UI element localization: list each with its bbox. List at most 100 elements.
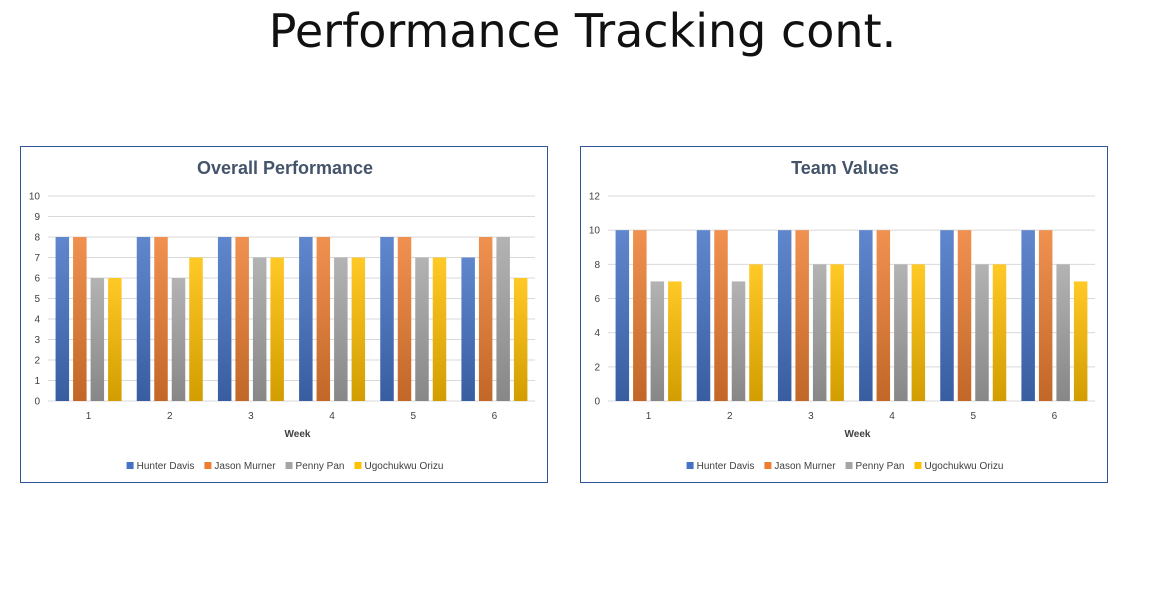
bar-ugochukwu-orizu-week-2 [749, 264, 763, 401]
bar-penny-pan-week-6 [496, 237, 510, 401]
bar-ugochukwu-orizu-week-4 [351, 257, 366, 401]
x-tick-label: 6 [1052, 411, 1058, 422]
bar-jason-murner-week-1 [633, 230, 647, 401]
bar-hunter-davis-week-1 [615, 230, 630, 401]
legend-swatch [845, 462, 853, 469]
overall-performance-chart: Overall Performance 0 1 2 3 4 5 6 7 8 9 10 1 2 3 4 5 6 Wee… [20, 146, 548, 483]
y-tick-label: 2 [34, 356, 40, 367]
x-tick-label: 5 [970, 411, 976, 422]
y-tick-label: 7 [34, 253, 40, 264]
x-tick-label: 2 [167, 411, 173, 422]
x-axis-title: Week [285, 429, 311, 440]
x-tick-label: 3 [248, 411, 254, 422]
legend-label: Jason Murner [774, 461, 836, 472]
legend-swatch [914, 462, 922, 469]
y-tick-label: 10 [589, 226, 601, 237]
y-tick-label: 6 [34, 274, 40, 285]
x-tick-label: 4 [329, 411, 335, 422]
legend-label: Hunter Davis [697, 461, 755, 472]
x-tick-label: 2 [727, 411, 733, 422]
bar-penny-pan-week-2 [171, 278, 186, 401]
bar-hunter-davis-week-1 [55, 237, 70, 401]
bar-penny-pan-week-6 [1056, 264, 1070, 401]
bar-ugochukwu-orizu-week-5 [432, 257, 447, 401]
legend-label: Hunter Davis [137, 461, 195, 472]
bar-jason-murner-week-4 [316, 237, 331, 401]
bar-penny-pan-week-3 [812, 264, 827, 401]
bar-ugochukwu-orizu-week-1 [668, 281, 682, 401]
x-tick-label: 1 [646, 411, 652, 422]
bar-hunter-davis-week-3 [217, 237, 232, 401]
y-tick-label: 9 [34, 212, 40, 223]
bar-penny-pan-week-5 [415, 257, 429, 401]
bar-penny-pan-week-4 [334, 257, 348, 401]
bar-penny-pan-week-1 [650, 281, 665, 401]
bar-penny-pan-week-1 [90, 278, 105, 401]
legend-label: Penny Pan [856, 461, 905, 472]
bar-jason-murner-week-5 [397, 237, 412, 401]
bar-jason-murner-week-2 [714, 230, 728, 401]
legend-swatch [686, 462, 694, 469]
y-tick-label: 10 [29, 192, 41, 203]
legend-swatch [764, 462, 772, 469]
bar-jason-murner-week-3 [235, 237, 249, 401]
bar-penny-pan-week-2 [731, 281, 746, 401]
bar-hunter-davis-week-2 [136, 237, 151, 401]
x-tick-label: 1 [86, 411, 92, 422]
y-tick-label: 5 [34, 294, 40, 305]
x-tick-label: 6 [492, 411, 498, 422]
bar-ugochukwu-orizu-week-2 [189, 257, 203, 401]
bar-hunter-davis-week-4 [299, 237, 313, 401]
chart-svg: Overall Performance 0 1 2 3 4 5 6 7 8 9 10 1 2 3 4 5 6 Wee… [29, 158, 535, 472]
bar-jason-murner-week-6 [1038, 230, 1053, 401]
x-axis-title: Week [845, 429, 871, 440]
y-tick-label: 4 [34, 315, 40, 326]
bar-jason-murner-week-3 [795, 230, 809, 401]
legend-swatch [204, 462, 212, 469]
y-tick-label: 2 [594, 362, 600, 373]
bar-penny-pan-week-4 [894, 264, 908, 401]
y-tick-label: 12 [589, 192, 601, 203]
bar-hunter-davis-week-5 [940, 230, 954, 401]
bar-ugochukwu-orizu-week-3 [830, 264, 844, 401]
y-tick-label: 6 [594, 294, 600, 305]
legend-swatch [126, 462, 134, 469]
bar-hunter-davis-week-3 [777, 230, 792, 401]
bar-ugochukwu-orizu-week-3 [270, 257, 284, 401]
bar-ugochukwu-orizu-week-5 [992, 264, 1007, 401]
y-tick-label: 0 [594, 397, 600, 408]
bar-ugochukwu-orizu-week-4 [911, 264, 926, 401]
bar-hunter-davis-week-6 [461, 257, 475, 401]
y-tick-label: 4 [594, 328, 600, 339]
y-tick-label: 8 [34, 233, 40, 244]
team-values-chart: Team Values 0 2 4 6 8 10 12 1 2 3 4 5 6 Week Hunter Dav… [580, 146, 1108, 483]
bar-jason-murner-week-6 [478, 237, 493, 401]
y-tick-label: 3 [34, 335, 40, 346]
bar-jason-murner-week-4 [876, 230, 891, 401]
bar-ugochukwu-orizu-week-6 [1073, 281, 1088, 401]
legend: Hunter Davis Jason Murner Penny Pan Ugochuk… [126, 461, 443, 472]
y-tick-label: 8 [594, 260, 600, 271]
legend-label: Jason Murner [214, 461, 276, 472]
legend-label: Ugochukwu Orizu [364, 461, 443, 472]
x-tick-label: 3 [808, 411, 814, 422]
y-tick-label: 1 [34, 376, 40, 387]
bar-penny-pan-week-5 [975, 264, 989, 401]
bar-ugochukwu-orizu-week-1 [108, 278, 122, 401]
y-tick-label: 0 [34, 397, 40, 408]
bar-jason-murner-week-1 [73, 237, 87, 401]
legend-label: Penny Pan [296, 461, 345, 472]
x-tick-label: 4 [889, 411, 895, 422]
legend-swatch [285, 462, 293, 469]
legend-label: Ugochukwu Orizu [924, 461, 1003, 472]
bar-hunter-davis-week-5 [380, 237, 394, 401]
bar-jason-murner-week-5 [957, 230, 972, 401]
bar-hunter-davis-week-2 [696, 230, 711, 401]
legend-swatch [354, 462, 362, 469]
bar-jason-murner-week-2 [154, 237, 168, 401]
legend: Hunter Davis Jason Murner Penny Pan Ugochuk… [686, 461, 1003, 472]
bar-ugochukwu-orizu-week-6 [513, 278, 528, 401]
bar-hunter-davis-week-6 [1021, 230, 1035, 401]
chart-title: Team Values [791, 158, 899, 178]
